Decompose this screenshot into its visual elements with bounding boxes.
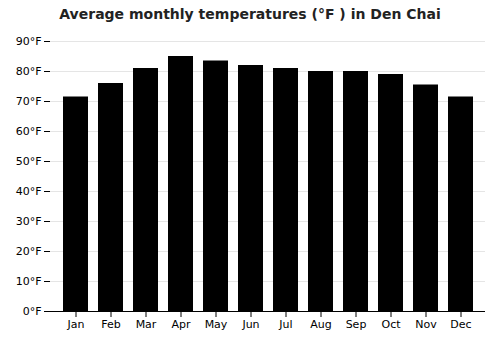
svg-text:Mar: Mar (136, 318, 157, 331)
svg-text:30°F: 30°F (16, 215, 42, 228)
svg-text:60°F: 60°F (16, 125, 42, 138)
svg-text:Aug: Aug (310, 318, 331, 331)
svg-text:90°F: 90°F (16, 35, 42, 48)
svg-text:Jun: Jun (241, 318, 259, 331)
svg-text:20°F: 20°F (16, 245, 42, 258)
svg-text:May: May (205, 318, 228, 331)
svg-text:50°F: 50°F (16, 155, 42, 168)
svg-text:Jan: Jan (67, 318, 85, 331)
svg-text:Nov: Nov (415, 318, 437, 331)
svg-text:Oct: Oct (381, 318, 401, 331)
svg-text:Sep: Sep (346, 318, 367, 331)
svg-text:Feb: Feb (101, 318, 120, 331)
svg-text:Dec: Dec (450, 318, 471, 331)
svg-text:10°F: 10°F (16, 275, 42, 288)
svg-text:0°F: 0°F (23, 305, 42, 318)
svg-text:70°F: 70°F (16, 95, 42, 108)
html-text:Average monthly temperatures (: Average monthly temperatures (°F ) in De… (59, 6, 441, 22)
svg-text:Jul: Jul (278, 318, 292, 331)
svg-text:Apr: Apr (171, 318, 191, 331)
svg-text:40°F: 40°F (16, 185, 42, 198)
svg-text:80°F: 80°F (16, 65, 42, 78)
